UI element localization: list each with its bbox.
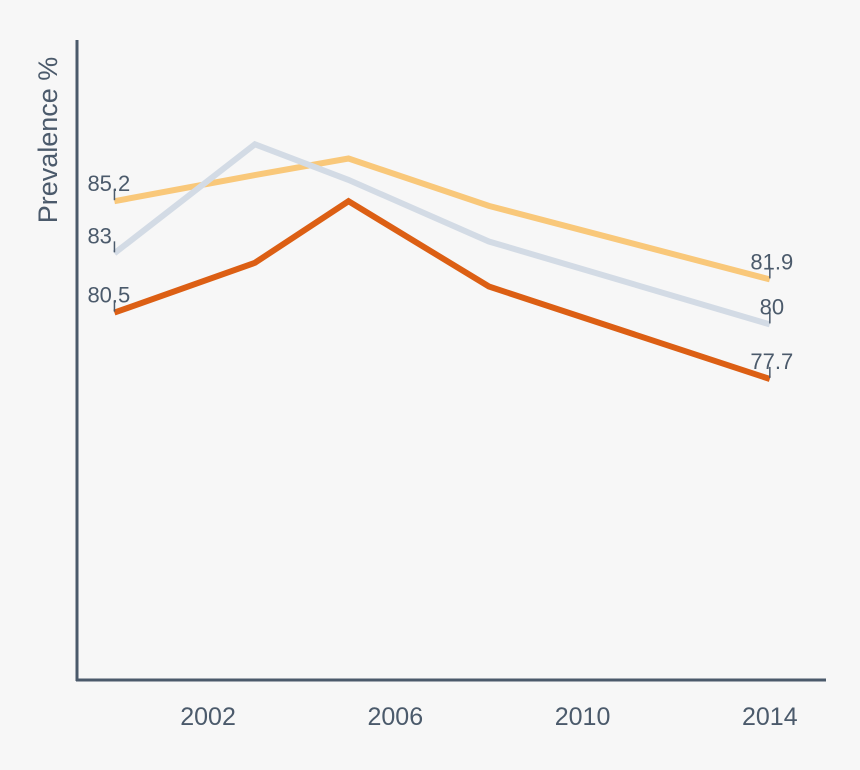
data-label: 83 xyxy=(87,223,111,248)
data-label: 81.9 xyxy=(750,249,793,274)
series-line-3 xyxy=(113,197,771,382)
data-labels: 85.2 83 80.5 81.9 80 77.7 xyxy=(87,171,793,378)
data-label: 80.5 xyxy=(87,283,130,308)
data-label: 80 xyxy=(760,294,784,319)
x-tick-label: 2006 xyxy=(368,703,424,731)
series-line-2 xyxy=(112,140,771,328)
x-tick-label: 2014 xyxy=(742,703,798,731)
y-axis-title: Prevalence % xyxy=(33,57,63,224)
series-layer xyxy=(112,140,771,382)
x-tick-label: 2010 xyxy=(555,703,611,731)
axes: 2002 2006 2010 2014 xyxy=(75,40,826,731)
data-label: 85.2 xyxy=(87,171,130,196)
x-tick-label: 2002 xyxy=(180,703,236,731)
data-label: 77.7 xyxy=(750,349,793,374)
